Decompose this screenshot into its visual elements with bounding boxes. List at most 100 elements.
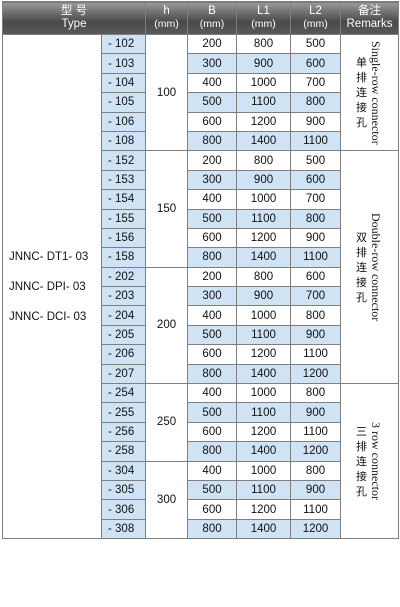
h-header: h (mm) (145, 1, 189, 35)
l2-header-unit: (mm) (303, 18, 328, 30)
l1-header-unit: (mm) (251, 18, 276, 30)
spec-table: 型 号 Type h (mm) B (mm) L1 (mm) L2 (mm) 备… (1, 1, 400, 540)
type-model-label: JNNC- DCI- 03 (9, 310, 87, 323)
l1-value: 1000 (236, 383, 292, 404)
type-header-en: Type (61, 18, 87, 30)
remark-cn: 三排连接孔 (356, 424, 368, 498)
b-value: 500 (187, 479, 238, 501)
l1-value: 1200 (236, 344, 292, 365)
table-row: - 258 800 1400 1200 (3, 441, 399, 462)
l2-header: L2 (mm) (290, 1, 342, 35)
remark-content: 单排连接孔 Single-row connector (342, 36, 398, 150)
b-value: 400 (187, 305, 238, 326)
model-suffix: - 306 (100, 499, 147, 520)
l1-value: 900 (236, 53, 292, 74)
spec-body: JNNC- DT1- 03 JNNC- DPI- 03 JNNC- DCI- 03-… (2, 33, 400, 540)
remark-cell: 单排连接孔 Single-row connector (340, 33, 400, 152)
l2-value: 800 (290, 460, 342, 481)
l1-value: 900 (236, 286, 292, 307)
model-suffix: - 153 (100, 169, 147, 191)
model-suffix: - 258 (100, 441, 147, 462)
l1-value: 1100 (236, 92, 292, 113)
model-suffix: - 102 (100, 33, 147, 55)
remark-cn: 单排连接孔 (356, 56, 368, 130)
l1-header: L1 (mm) (236, 1, 292, 35)
b-value: 600 (187, 111, 238, 132)
type-header: 型 号 Type (1, 1, 147, 35)
l2-value: 600 (290, 169, 342, 191)
l1-value: 1200 (236, 421, 292, 443)
type-models-cell: JNNC- DT1- 03 JNNC- DPI- 03 JNNC- DCI- 03 (2, 33, 102, 540)
l1-value: 800 (236, 150, 292, 171)
b-value: 800 (187, 518, 238, 540)
model-suffix: - 254 (100, 383, 147, 404)
model-suffix: - 256 (100, 421, 147, 443)
table-row: - 103 300 900 600 (3, 53, 399, 74)
l1-value: 800 (236, 33, 292, 55)
l1-value: 1000 (236, 72, 292, 94)
model-suffix: - 203 (100, 286, 147, 307)
table-row: - 153 300 900 600 (3, 169, 399, 191)
l2-value: 1100 (290, 130, 342, 152)
table-row: - 203 300 900 700 (3, 286, 399, 307)
l1-value: 1000 (236, 189, 292, 210)
model-suffix: - 105 (100, 92, 147, 113)
remark-cn: 双排连接孔 (356, 230, 368, 304)
remarks-header: 备注 Remarks (340, 1, 400, 35)
b-value: 600 (187, 344, 238, 365)
remark-en: Single-row connector (369, 40, 384, 145)
b-header-unit: (mm) (199, 18, 225, 30)
model-suffix: - 202 (100, 266, 147, 288)
l2-value: 700 (290, 72, 342, 94)
table-row: JNNC- DT1- 03 JNNC- DPI- 03 JNNC- DCI- 03-… (2, 33, 400, 540)
model-suffix: - 103 (100, 53, 147, 74)
l1-value: 1200 (236, 227, 292, 249)
l2-value: 700 (290, 189, 342, 210)
l2-value: 1200 (290, 363, 342, 385)
b-value: 600 (187, 421, 238, 443)
type-model-label: JNNC- DT1- 03 (9, 250, 89, 263)
b-value: 800 (187, 363, 238, 385)
remark-content: 双排连接孔 Double-row connector (342, 152, 398, 383)
table-row: - 158 800 1400 1100 (3, 247, 399, 268)
l1-value: 1400 (236, 441, 292, 462)
b-value: 200 (187, 266, 238, 288)
table-row: - 254 250 400 1000 800 三排连接孔 3 row connector (3, 383, 400, 540)
table-row: - 106 600 1200 900 (3, 111, 399, 132)
l1-value: 1100 (236, 324, 292, 346)
l1-value: 900 (236, 169, 292, 191)
table-row: - 202 200 200 800 600 (3, 266, 399, 385)
type-header-cn: 型 号 (60, 5, 88, 17)
l2-value: 500 (290, 33, 342, 55)
l2-header-label: L2 (309, 5, 322, 17)
h-header-unit: (mm) (154, 18, 179, 30)
model-suffix: - 106 (100, 111, 147, 132)
l2-value: 1100 (290, 421, 342, 443)
l1-value: 1200 (236, 111, 292, 132)
l2-value: 800 (290, 92, 342, 113)
type-model-label: JNNC- DPI- 03 (9, 280, 86, 293)
b-value: 300 (187, 169, 238, 191)
l2-value: 900 (290, 324, 342, 346)
model-suffix: - 308 (100, 518, 147, 540)
model-suffix: - 108 (100, 130, 147, 152)
header-row: 型 号 Type h (mm) B (mm) L1 (mm) L2 (mm) 备… (1, 1, 400, 35)
l1-value: 1100 (236, 208, 292, 229)
model-suffix: - 205 (100, 324, 147, 346)
l2-value: 700 (290, 286, 342, 307)
model-suffix: - 204 (100, 305, 147, 326)
b-value: 500 (187, 324, 238, 346)
table-row: - 155 500 1100 800 (3, 208, 399, 229)
l2-value: 900 (290, 479, 342, 501)
b-value: 800 (187, 130, 238, 152)
l2-value: 1200 (290, 441, 342, 462)
table-row: - 206 600 1200 1100 (3, 344, 399, 365)
table-row: - 108 800 1400 1100 (3, 130, 399, 152)
l1-value: 1400 (236, 363, 292, 385)
l2-value: 800 (290, 208, 342, 229)
l1-value: 1400 (236, 130, 292, 152)
l1-value: 1200 (236, 499, 292, 520)
model-suffix: - 304 (100, 460, 147, 481)
